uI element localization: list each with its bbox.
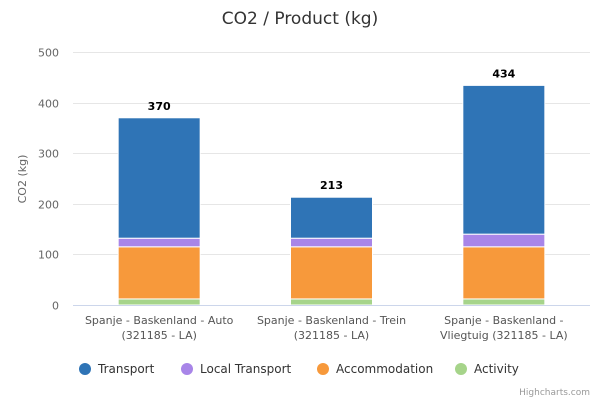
y-tick-label: 400	[38, 98, 59, 111]
data-label-total: 434	[492, 67, 515, 80]
bars	[117, 84, 546, 306]
bar-segment-transport[interactable]	[290, 196, 373, 239]
legend-item-activity[interactable]: Activity	[455, 362, 519, 376]
bar-segment-transport[interactable]	[462, 84, 546, 235]
y-tick-label: 500	[38, 47, 59, 60]
bar-segment-local-transport[interactable]	[117, 237, 201, 248]
bar-segment-activity[interactable]	[462, 298, 546, 306]
y-axis-title: CO2 (kg)	[16, 155, 29, 204]
legend-marker	[455, 363, 467, 375]
legend-item-local-transport[interactable]: Local Transport	[181, 362, 292, 376]
legend-marker	[181, 363, 193, 375]
legend-label: Accommodation	[336, 362, 433, 376]
legend-item-accommodation[interactable]: Accommodation	[317, 362, 433, 376]
y-tick-label: 300	[38, 148, 59, 161]
data-label-total: 213	[320, 179, 343, 192]
legend-label: Activity	[474, 362, 519, 376]
x-category-label: Spanje - Baskenland - Auto	[85, 314, 234, 327]
legend-label: Transport	[97, 362, 155, 376]
bar-segment-accommodation[interactable]	[117, 246, 201, 300]
bar-segment-accommodation[interactable]	[290, 246, 373, 300]
x-axis-categories: Spanje - Baskenland - Auto (321185 - LA) S…	[85, 314, 568, 342]
legend: Transport Local Transport Accommodation Act…	[79, 362, 519, 376]
x-category-label: (321185 - LA)	[121, 329, 196, 342]
bar-segment-local-transport[interactable]	[462, 233, 546, 248]
y-tick-label: 200	[38, 199, 59, 212]
credit-link[interactable]: Highcharts.com	[519, 388, 590, 398]
x-category-label: Spanje - Baskenland -	[444, 314, 563, 327]
data-labels: 370 213 434	[148, 67, 516, 192]
x-category-label: Vliegtuig (321185 - LA)	[440, 329, 568, 342]
bar-segment-transport[interactable]	[117, 117, 201, 239]
legend-item-transport[interactable]: Transport	[79, 362, 155, 376]
y-tick-label: 100	[38, 249, 59, 262]
x-category-label: Spanje - Baskenland - Trein	[257, 314, 406, 327]
legend-marker	[79, 363, 91, 375]
bar-segment-activity[interactable]	[117, 298, 201, 306]
bar-segment-activity[interactable]	[290, 298, 373, 306]
legend-label: Local Transport	[200, 362, 292, 376]
y-tick-label: 0	[52, 300, 59, 313]
legend-marker	[317, 363, 329, 375]
data-label-total: 370	[148, 100, 171, 113]
bar-segment-accommodation[interactable]	[462, 246, 546, 300]
chart-title: CO2 / Product (kg)	[222, 9, 378, 29]
y-axis-ticks: 0 100 200 300 400 500	[38, 47, 59, 313]
x-category-label: (321185 - LA)	[294, 329, 369, 342]
bar-segment-local-transport[interactable]	[290, 237, 373, 248]
